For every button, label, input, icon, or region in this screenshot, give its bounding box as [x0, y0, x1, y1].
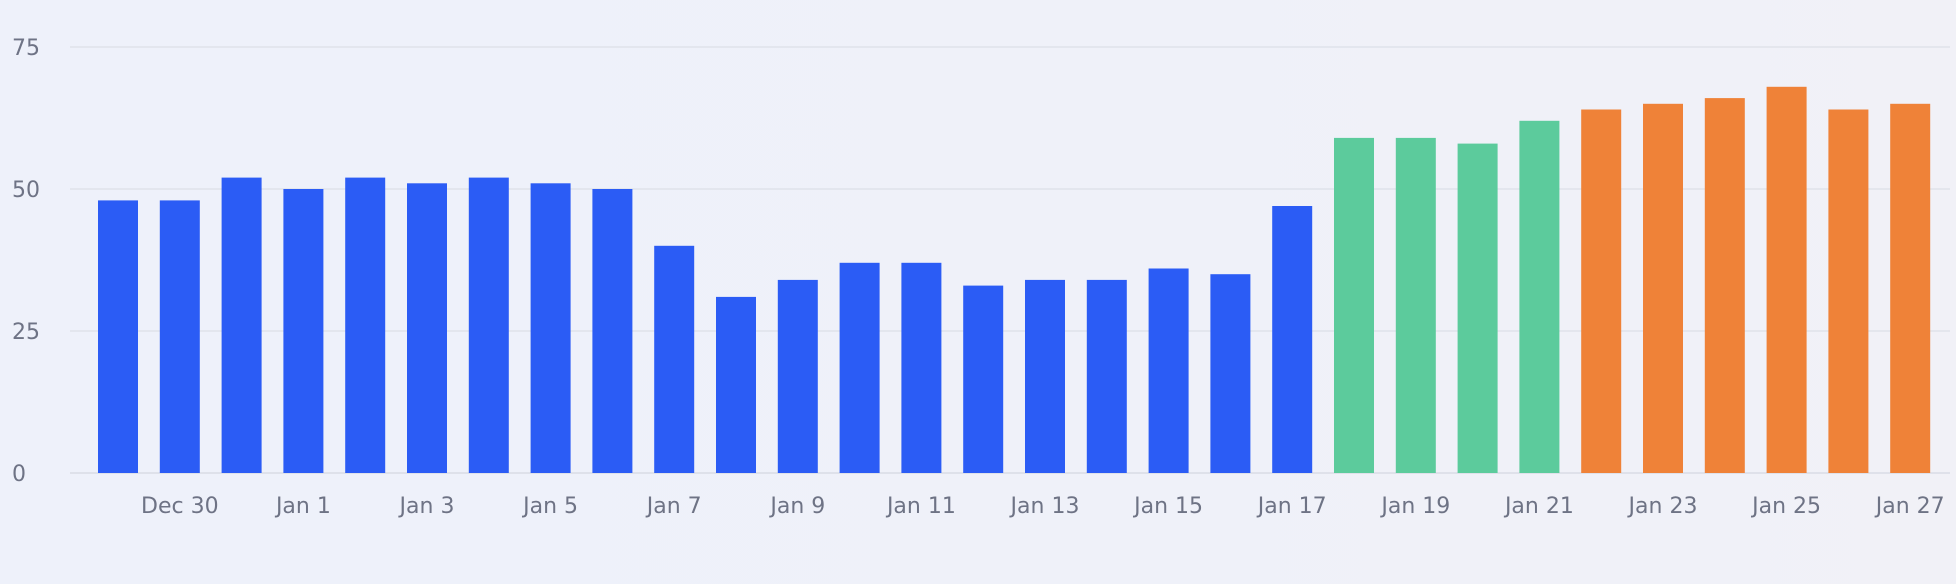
y-tick-label: 50 [12, 178, 40, 203]
bar[interactable] [530, 183, 571, 474]
bar[interactable] [1210, 274, 1251, 473]
bar[interactable] [1148, 268, 1189, 474]
x-tick-label: Jan 17 [1256, 494, 1327, 519]
bar[interactable] [1457, 143, 1498, 473]
y-tick-label: 0 [12, 462, 26, 487]
x-tick-label: Jan 15 [1132, 494, 1203, 519]
x-tick-label: Jan 27 [1874, 494, 1945, 519]
x-tick-label: Jan 11 [885, 494, 956, 519]
bar[interactable] [1766, 86, 1807, 474]
bar[interactable] [839, 262, 880, 473]
x-tick-label: Dec 30 [141, 494, 219, 519]
y-tick-label: 75 [12, 36, 40, 61]
x-tick-label: Jan 23 [1627, 494, 1698, 519]
bar[interactable] [1581, 109, 1622, 474]
bar[interactable] [221, 177, 262, 473]
x-tick-label: Jan 25 [1750, 494, 1821, 519]
bar[interactable] [1334, 137, 1374, 473]
x-tick-label: Jan 7 [645, 494, 702, 519]
bar[interactable] [1395, 137, 1436, 473]
bar[interactable] [1086, 279, 1127, 473]
bar[interactable] [283, 189, 324, 473]
x-tick-label: Jan 21 [1503, 494, 1574, 519]
bar[interactable] [963, 285, 1004, 473]
x-tick-label: Jan 9 [768, 494, 825, 519]
bar[interactable] [1272, 206, 1313, 473]
y-tick-label: 25 [12, 320, 40, 345]
bar[interactable] [1890, 103, 1931, 474]
x-tick-label: Jan 1 [274, 494, 331, 519]
bar[interactable] [654, 245, 695, 473]
y-axis-tick-labels: 0 25 50 75 [12, 36, 40, 487]
bar[interactable] [1828, 109, 1869, 474]
bar[interactable] [1704, 98, 1745, 473]
bar[interactable] [345, 177, 386, 473]
x-tick-label: Jan 5 [521, 494, 578, 519]
bar[interactable] [1025, 279, 1065, 473]
bar[interactable] [1519, 120, 1560, 474]
bar[interactable] [716, 296, 756, 473]
x-tick-label: Jan 19 [1379, 494, 1450, 519]
bar[interactable] [468, 177, 509, 473]
x-tick-label: Jan 3 [398, 494, 455, 519]
bar[interactable] [592, 189, 633, 473]
x-axis-tick-labels: Dec 30 Jan 1 Jan 3 Jan 5 Jan 7 Jan 9 Jan 11 Jan… [141, 494, 1945, 519]
bar[interactable] [407, 183, 447, 474]
bars [98, 86, 1931, 474]
bar[interactable] [98, 200, 138, 473]
bar[interactable] [901, 262, 942, 473]
bar[interactable] [777, 279, 818, 473]
x-tick-label: Jan 13 [1009, 494, 1080, 519]
bar[interactable] [159, 200, 200, 473]
bar[interactable] [1643, 103, 1683, 474]
